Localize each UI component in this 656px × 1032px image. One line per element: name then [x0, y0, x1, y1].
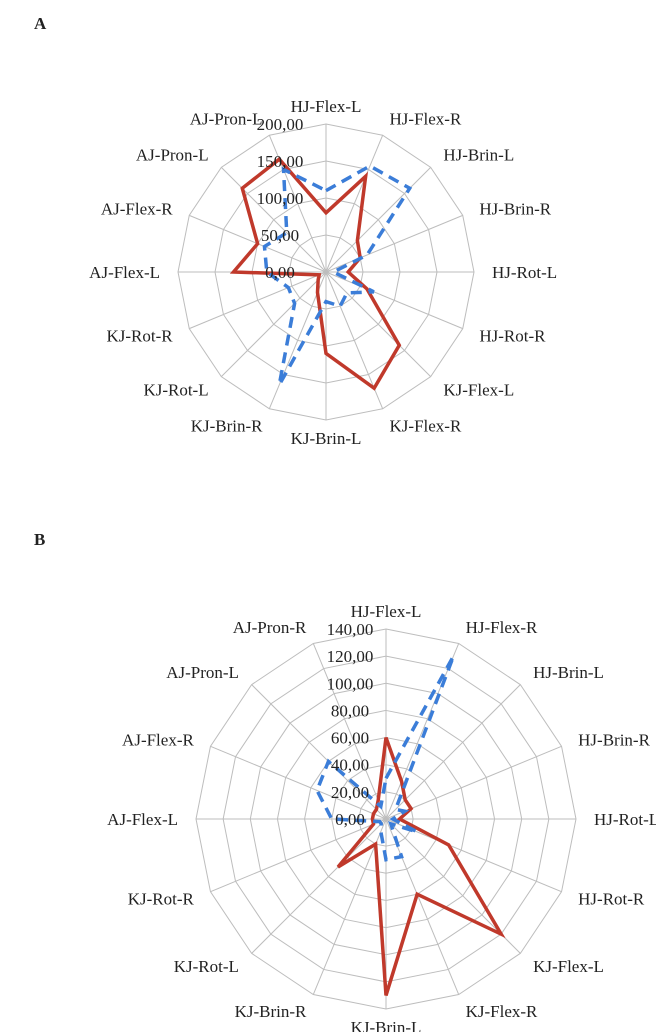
grid-spoke [325, 135, 384, 273]
grid-spoke [385, 684, 521, 820]
category-label: HJ-Flex-R [390, 110, 462, 129]
category-label: AJ-Flex-R [101, 199, 173, 218]
axis-tick-label: 150,00 [257, 152, 304, 171]
category-label: HJ-Rot-R [578, 890, 645, 909]
axis-tick-label: 140,00 [327, 620, 374, 639]
axis-tick-label: 50,00 [261, 226, 299, 245]
axis-tick-label: 100,00 [327, 674, 374, 693]
category-label: HJ-Brin-L [533, 663, 604, 682]
category-label: AJ-Pron-L [136, 146, 209, 165]
radar-chart-b: 0,00 20,00 40,00 60,00 80,00 100,00 120,00 140,… [107, 602, 656, 1032]
chart-panel-b: B 0,00 20,00 40,00 60,00 80,00 100,00 120,00 14… [0, 516, 656, 1032]
category-label: KJ-Flex-L [533, 957, 604, 976]
grid-spoke [210, 818, 387, 893]
category-label: HJ-Flex-L [291, 97, 362, 116]
category-label: HJ-Brin-R [578, 730, 650, 749]
radar-grid [195, 628, 577, 1010]
series-dashed-line [315, 655, 456, 862]
series-solid-line [336, 736, 506, 996]
grid-spoke [189, 271, 327, 330]
axis-tick-label: 80,00 [331, 701, 369, 720]
category-label: AJ-Flex-L [107, 810, 178, 829]
category-label: KJ-Brin-R [235, 1002, 307, 1021]
axis-tick-label: 120,00 [327, 647, 374, 666]
grid-spoke [385, 643, 460, 820]
chart-panel-a: A 0,00 50,00 100,00 150,00 200,00 HJ-Flex-L HJ… [34, 14, 557, 448]
category-label: AJ-Pron-L [190, 110, 263, 129]
axis-tick-label: 20,00 [331, 783, 369, 802]
axis-tick-label: 60,00 [331, 729, 369, 748]
series-dashed-line [262, 164, 413, 386]
grid-spoke [312, 643, 387, 820]
category-label: KJ-Flex-R [466, 1002, 538, 1021]
series-solid-line [229, 156, 402, 391]
category-label: KJ-Rot-L [143, 380, 208, 399]
axis-tick-label: 0,00 [265, 263, 295, 282]
grid-spoke [385, 745, 562, 820]
category-label: KJ-Flex-R [390, 416, 462, 435]
category-label: HJ-Flex-R [466, 618, 538, 637]
grid-spoke [220, 271, 327, 378]
grid-spoke [251, 684, 387, 820]
grid-spoke [220, 166, 327, 273]
grid-spoke [385, 818, 460, 995]
grid-spoke [325, 214, 463, 273]
category-label: HJ-Rot-L [594, 810, 656, 829]
panel-label: B [34, 530, 46, 549]
category-label: AJ-Pron-R [233, 618, 307, 637]
category-label: KJ-Rot-L [174, 957, 239, 976]
category-label: KJ-Brin-R [191, 416, 263, 435]
radar-grid [177, 123, 475, 421]
axis-tick-label: 40,00 [331, 756, 369, 775]
category-label: KJ-Flex-L [443, 380, 514, 399]
grid-spoke [210, 745, 387, 820]
grid-spoke [325, 271, 432, 378]
axis-tick-label: 100,00 [257, 189, 304, 208]
grid-spoke [325, 166, 432, 273]
grid-spoke [251, 818, 387, 954]
axis-tick-label: 0,00 [335, 810, 365, 829]
category-label: KJ-Brin-L [291, 429, 362, 448]
category-label: KJ-Rot-R [128, 890, 195, 909]
category-label: HJ-Rot-L [492, 263, 557, 282]
category-label: AJ-Flex-R [122, 730, 194, 749]
category-label: AJ-Flex-L [89, 263, 160, 282]
category-label: HJ-Brin-R [479, 199, 551, 218]
axis-tick-label: 200,00 [257, 115, 304, 134]
category-label: AJ-Pron-L [166, 663, 239, 682]
grid-spoke [325, 271, 463, 330]
category-label: HJ-Brin-L [443, 146, 514, 165]
category-label: KJ-Brin-L [351, 1018, 422, 1032]
category-label: KJ-Rot-R [107, 327, 174, 346]
category-label: HJ-Flex-L [351, 602, 422, 621]
panel-label: A [34, 14, 47, 33]
category-label: HJ-Rot-R [479, 327, 546, 346]
grid-spoke [312, 818, 387, 995]
